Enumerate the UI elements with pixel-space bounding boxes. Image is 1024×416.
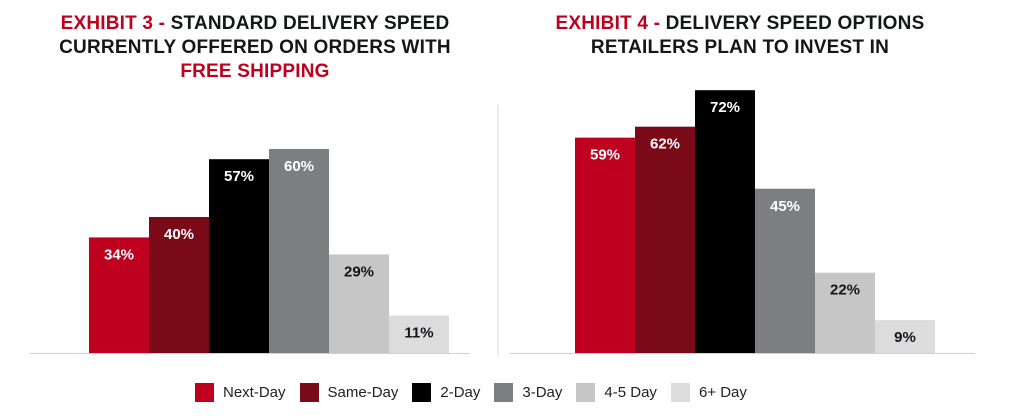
legend-item: Next-Day [195, 383, 286, 402]
data-label: 22% [830, 282, 860, 299]
title-main: STANDARD DELIVERY SPEED CURRENTLY OFFERE… [59, 13, 451, 58]
bar-2-day [209, 159, 269, 353]
legend-label: 3-Day [522, 384, 563, 401]
bar-same-day [149, 217, 209, 353]
data-label: 29% [344, 263, 374, 280]
data-label: 57% [224, 168, 254, 185]
bar-3-day [755, 188, 815, 353]
data-label: 40% [164, 226, 194, 243]
exhibit-3-title: EXHIBIT 3 - STANDARD DELIVERY SPEED CURR… [35, 12, 475, 84]
bar-next-day [89, 237, 149, 353]
title-prefix: EXHIBIT 3 - [60, 13, 171, 34]
legend-item: 4-5 Day [576, 383, 657, 402]
bar-2-day [695, 90, 755, 353]
data-label: 9% [894, 329, 916, 346]
data-label: 45% [770, 198, 800, 215]
data-label: 34% [104, 246, 134, 263]
exhibit-4-title: EXHIBIT 4 - DELIVERY SPEED OPTIONS RETAI… [520, 12, 960, 60]
bar-3-day [269, 149, 329, 353]
bar-next-day [575, 137, 635, 353]
bar-6-day [389, 315, 449, 353]
title-suffix: FREE SHIPPING [180, 61, 330, 82]
legend-label: 2-Day [440, 384, 481, 401]
legend-item: 3-Day [494, 383, 562, 402]
legend-swatch [195, 383, 214, 402]
legend-swatch [412, 383, 432, 402]
bar-6-day [875, 320, 935, 353]
data-label: 59% [590, 147, 620, 164]
legend-item: 2-Day [412, 383, 480, 402]
data-label: 60% [284, 158, 314, 175]
legend-label: 4-5 Day [604, 384, 657, 401]
bar-4-5-day [329, 254, 389, 353]
legend-swatch [576, 383, 596, 402]
title-main: DELIVERY SPEED OPTIONS RETAILERS PLAN TO… [590, 13, 925, 58]
bar-4-5-day [815, 272, 875, 353]
legend-label: Same-Day [327, 384, 399, 401]
legend: Next-Day Same-Day 2-Day 3-Day 4-5 Day 6+… [195, 383, 747, 402]
legend-label: Next-Day [223, 384, 286, 401]
title-prefix: EXHIBIT 4 - [555, 13, 666, 34]
legend-item: Same-Day [299, 383, 399, 402]
data-label: 72% [710, 99, 740, 116]
legend-swatch [670, 383, 690, 402]
legend-swatch [299, 383, 319, 402]
data-label: 62% [650, 136, 680, 153]
legend-label: 6+ Day [698, 384, 747, 401]
data-label: 11% [404, 325, 433, 342]
legend-item: 6+ Day [670, 383, 747, 402]
bar-same-day [635, 126, 695, 353]
legend-swatch [494, 383, 514, 402]
